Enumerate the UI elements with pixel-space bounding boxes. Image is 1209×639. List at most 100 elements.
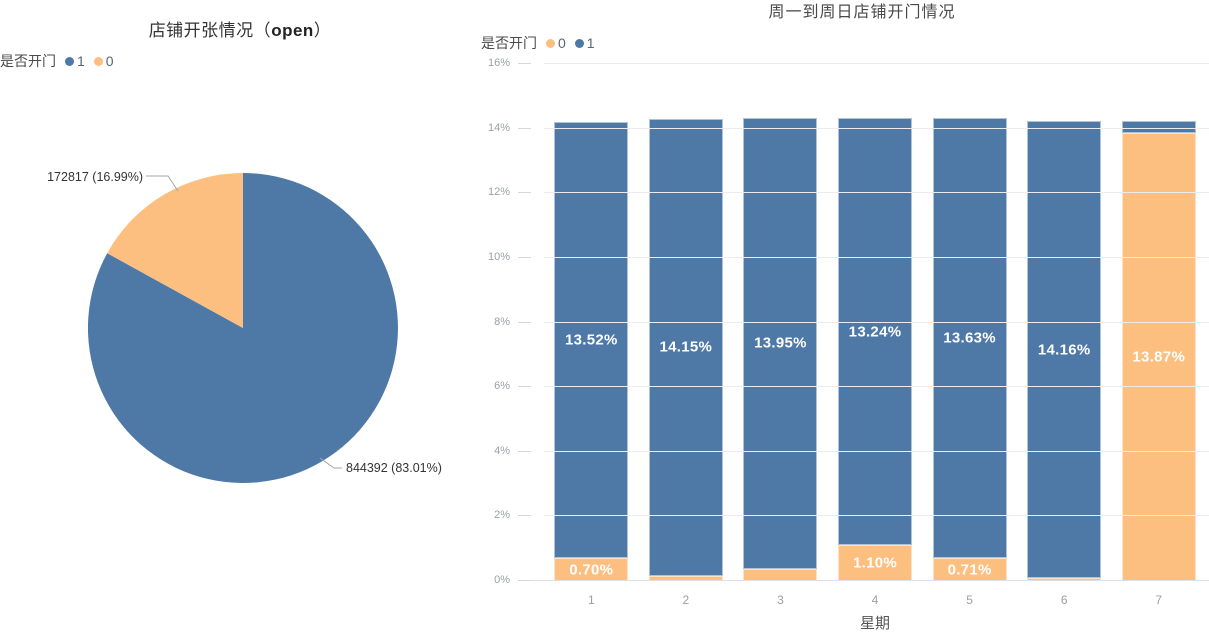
bar-value-label: 13.52% [564, 331, 618, 349]
gridline [544, 450, 1209, 452]
pie-chart-panel: 店铺开张情况（open） 是否开门 1 0 172817 (16.99%) 84… [0, 0, 480, 639]
bar-bands: 0.70% 13.52% 1 14.15% 2 13.95% 3 1.10% 13.24% 4 0.… [544, 64, 1206, 607]
stacked-bar-1[interactable]: 0.70% 13.52% [554, 121, 629, 581]
pie-leader-line-1 [319, 457, 342, 469]
bar-value-label: 14.16% [1037, 341, 1091, 359]
bar-segment-0[interactable]: 13.87% [1121, 132, 1196, 581]
bar-band-6: 14.16% 6 [1017, 64, 1112, 607]
pie-callout-label-0: 172817 (16.99%) [47, 170, 143, 184]
bar-legend-item-0[interactable]: 0 [546, 35, 566, 51]
pie-title-suffix: ） [313, 21, 332, 40]
x-tick-label: 3 [777, 593, 784, 607]
bar-legend-item-1[interactable]: 1 [574, 35, 595, 51]
bar-value-label: 13.24% [848, 323, 902, 341]
y-tick-label: 12% [487, 186, 510, 199]
bar-segment-1[interactable] [1121, 120, 1196, 133]
x-tick-label: 2 [682, 593, 690, 607]
legend-dot-blue-icon [574, 38, 584, 48]
bar-value-label: 14.15% [659, 338, 713, 356]
y-tick-mark [518, 580, 531, 581]
bar-segment-0[interactable]: 0.71% [932, 558, 1007, 581]
x-tick-label: 1 [587, 593, 595, 607]
y-tick-mark [518, 256, 531, 258]
y-tick-mark [518, 386, 531, 388]
y-tick-mark [518, 127, 531, 129]
bar-segment-1[interactable]: 13.52% [554, 121, 629, 559]
pie-svg: 172817 (16.99%) 844392 (83.01%) [47, 170, 442, 483]
bar-band-7: 13.87% 7 [1111, 64, 1206, 607]
y-tick-label: 0% [494, 574, 510, 586]
legend-dot-blue-icon [65, 56, 74, 66]
y-tick-label: 16% [487, 57, 510, 69]
x-tick-label: 6 [1060, 593, 1068, 607]
bar-chart-title: 周一到周日店铺开门情况 [768, 4, 956, 21]
x-tick-label: 7 [1155, 593, 1163, 607]
bar-value-label: 0.70% [569, 561, 614, 579]
pie-slice-0[interactable] [107, 172, 243, 328]
gridline [544, 127, 1209, 129]
stacked-bar-6[interactable]: 14.16% [1027, 120, 1102, 581]
bar-value-label: 13.95% [754, 334, 807, 352]
bar-legend: 是否开门 0 1 [481, 33, 595, 53]
y-tick-label: 10% [487, 250, 510, 263]
bar-chart-panel: 周一到周日店铺开门情况 是否开门 0 1 0% 2% 4% 6% 8% 10% 12% 14%… [480, 0, 1209, 639]
bar-band-4: 1.10% 13.24% 4 [828, 64, 923, 607]
stacked-bar-4[interactable]: 1.10% 13.24% [838, 117, 913, 581]
y-axis-labels: 0% 2% 4% 6% 8% 10% 12% 14% 16% [480, 57, 510, 586]
bar-value-label: 13.87% [1132, 348, 1186, 366]
bar-segment-1[interactable]: 13.63% [932, 117, 1007, 559]
bar-band-5: 0.71% 13.63% 5 [922, 64, 1017, 607]
y-tick-mark [518, 192, 531, 194]
y-tick-mark [518, 63, 531, 64]
gridline [544, 515, 1209, 517]
pie-title-prefix: 店铺开张情况（ [148, 21, 272, 40]
bar-value-label: 0.71% [947, 561, 992, 579]
bar-value-label: 1.10% [852, 554, 898, 572]
bar-value-label: 13.63% [943, 329, 996, 347]
y-tick-label: 8% [494, 315, 510, 328]
pie-legend-item-0[interactable]: 0 [93, 53, 114, 69]
x-tick-label: 5 [966, 593, 973, 607]
pie-title-emphasis: open [271, 21, 314, 40]
pie-leader-line-0 [146, 175, 179, 192]
y-tick-label: 14% [487, 121, 510, 134]
stacked-bar-2[interactable]: 14.15% [648, 118, 723, 581]
bar-plot-area: 0.70% 13.52% 1 14.15% 2 13.95% 3 1.10% 13.24% 4 0.… [515, 63, 1209, 607]
stacked-bar-3[interactable]: 13.95% [743, 117, 818, 581]
pie-slice-1[interactable] [87, 173, 398, 483]
bar-segment-1[interactable]: 14.16% [1027, 120, 1102, 579]
pie-callout-label-1: 844392 (83.01%) [346, 461, 442, 475]
bar-segment-0[interactable]: 0.70% [554, 558, 629, 581]
pie-legend: 是否开门 1 0 [0, 51, 114, 71]
stacked-bar-5[interactable]: 0.71% 13.63% [932, 117, 1007, 581]
y-tick-mark [518, 515, 531, 517]
x-tick-label: 4 [871, 593, 879, 607]
gridline [544, 63, 1209, 64]
y-tick-label: 4% [494, 444, 510, 457]
y-tick-label: 2% [494, 509, 510, 522]
legend-dot-orange-icon [546, 38, 555, 48]
x-axis-baseline [518, 580, 1209, 581]
y-tick-mark [518, 321, 531, 323]
bar-band-2: 14.15% 2 [639, 64, 734, 607]
pie-legend-title: 是否开门 [0, 53, 56, 69]
pie-legend-item-1-label: 1 [77, 53, 85, 69]
pie-legend-item-0-label: 0 [105, 53, 114, 69]
x-axis-title: 星期 [859, 615, 890, 632]
bar-segment-1[interactable]: 14.15% [648, 118, 723, 576]
bar-band-3: 13.95% 3 [733, 64, 828, 607]
legend-dot-orange-icon [93, 56, 103, 66]
bar-band-1: 0.70% 13.52% 1 [544, 64, 639, 607]
pie-legend-item-1[interactable]: 1 [65, 53, 85, 69]
stacked-bar-7[interactable]: 13.87% [1121, 120, 1196, 581]
y-tick-label: 6% [494, 380, 510, 393]
bar-legend-item-1-label: 1 [586, 35, 595, 51]
gridline [544, 321, 1209, 323]
bar-segment-0[interactable]: 1.10% [838, 545, 913, 581]
y-tick-mark [518, 450, 531, 452]
gridline [544, 386, 1209, 388]
bar-segment-1[interactable]: 13.24% [838, 117, 913, 546]
bar-segment-1[interactable]: 13.95% [743, 117, 818, 569]
pie-chart-title: 店铺开张情况（open） [0, 16, 480, 41]
gridline [544, 192, 1209, 194]
